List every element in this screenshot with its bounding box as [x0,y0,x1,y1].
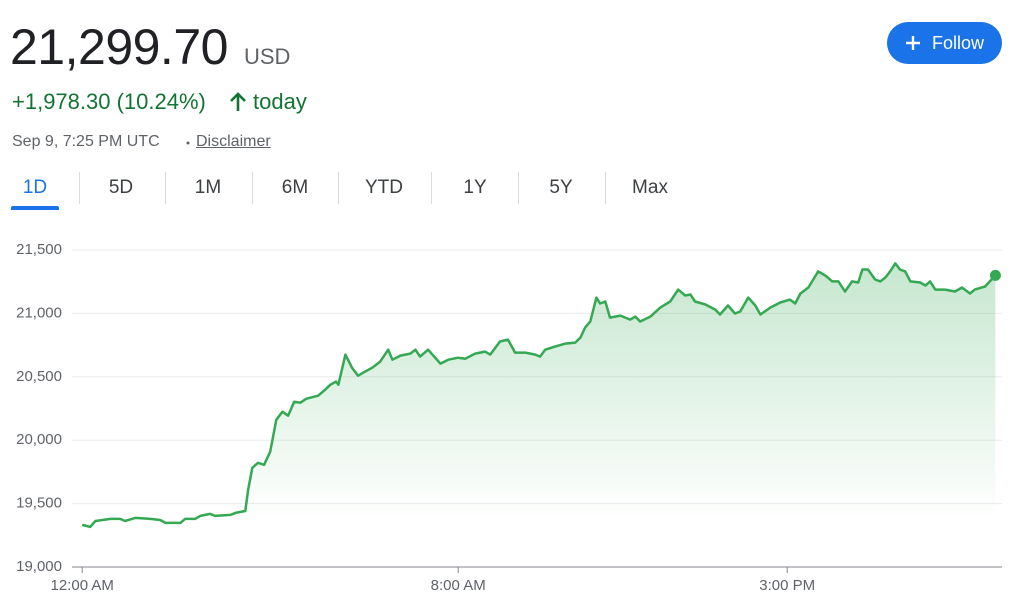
tab-separator [518,172,519,204]
y-tick-label: 20,000 [16,431,62,448]
plus-icon [906,36,920,50]
follow-label: Follow [932,33,985,53]
range-tab[interactable]: 1Y [463,177,487,198]
area-fill [82,263,996,567]
range-tab[interactable]: Max [632,177,668,198]
separator-dot [186,141,190,145]
tab-separator [431,172,432,204]
x-tick-label: 3:00 PM [759,577,815,594]
up-arrow [230,92,246,111]
tab-separator [165,172,166,204]
range-tab[interactable]: 5D [108,177,134,198]
currency: USD [244,44,291,69]
follow-button[interactable]: Follow [887,22,1002,64]
y-tick-label: 19,500 [16,495,62,512]
y-tick-label: 21,000 [16,304,62,321]
last-point [989,269,1001,281]
range-tab[interactable]: 1M [194,177,222,198]
range-tab[interactable]: 6M [281,177,309,198]
x-tick-label: 8:00 AM [431,577,486,594]
price-change: +1,978.30 (10.24%) [12,89,206,114]
price: 21,299.70 [10,19,228,75]
tab-separator [605,172,606,204]
range-tab[interactable]: 5Y [549,177,573,198]
tab-separator [252,172,253,204]
selected-underline [11,206,59,210]
change-period: today [253,89,307,114]
price-line [81,262,997,529]
y-tick-label: 21,500 [16,241,62,258]
y-tick-label: 20,500 [16,368,62,385]
disclaimer-link[interactable]: Disclaimer [196,133,271,150]
range-tab[interactable]: 1D [22,177,48,198]
y-tick-label: 19,000 [16,558,62,575]
x-tick-label: 12:00 AM [51,577,114,594]
chart: 19,000 19,500 20,000 20,500 21,000 21,500 12:0… [16,241,1002,594]
range-tab[interactable]: YTD [365,177,403,198]
timestamp: Sep 9, 7:25 PM UTC [12,133,160,150]
tab-separator [338,172,339,204]
tab-separator [79,172,80,204]
